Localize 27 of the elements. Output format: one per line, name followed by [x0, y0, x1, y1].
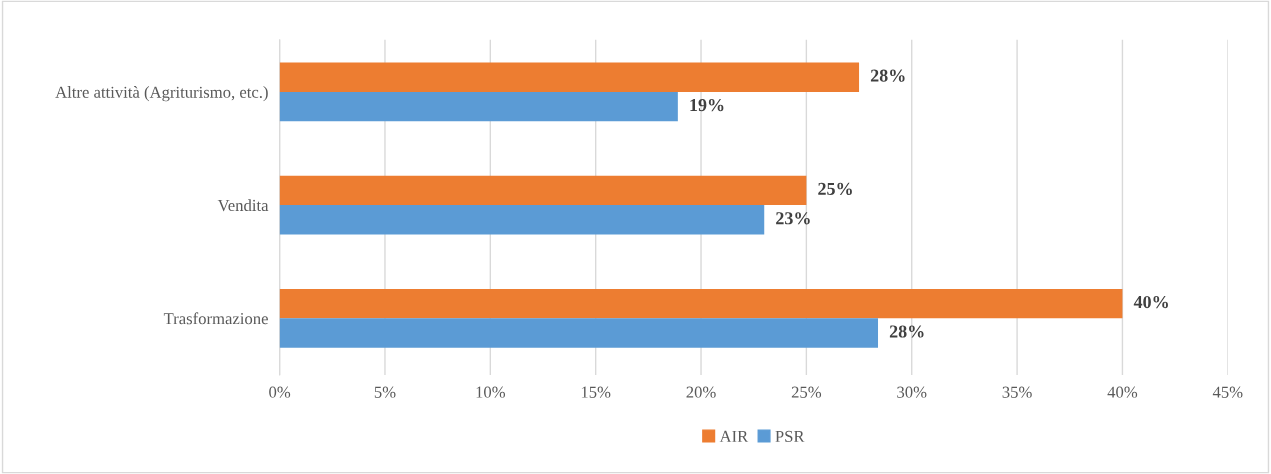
bar: [279, 175, 807, 206]
x-tick-label: 10%: [476, 386, 506, 398]
x-tick-label: 25%: [791, 386, 822, 398]
x-tick-label: 5%: [374, 386, 396, 398]
x-tick-label: 20%: [686, 386, 716, 398]
data-label: 25%: [818, 182, 852, 195]
x-tick-label: 0%: [269, 386, 291, 398]
x-tick-label: 45%: [1212, 386, 1243, 398]
x-tick-label: 15%: [581, 386, 611, 398]
y-tick-label: Vendita: [217, 199, 269, 212]
data-label: 28%: [870, 69, 905, 82]
bar: [279, 205, 765, 235]
data-label: 23%: [776, 212, 810, 225]
y-tick-label: Altre attività (Agriturismo, etc.): [55, 86, 268, 102]
legend-label: PSR: [775, 430, 805, 442]
y-tick-label: Trasformazione: [163, 312, 268, 325]
x-tick-label: 40%: [1107, 386, 1138, 398]
bar: [279, 318, 879, 348]
data-label: 40%: [1133, 295, 1168, 309]
bar: [279, 62, 860, 92]
x-tick-label: 30%: [897, 386, 927, 398]
data-label: 28%: [889, 325, 924, 338]
data-label: 19%: [690, 98, 724, 112]
bar: [279, 91, 678, 122]
legend-label: AIR: [719, 430, 749, 442]
x-tick-label: 35%: [1002, 386, 1032, 398]
bar: [279, 288, 1123, 319]
